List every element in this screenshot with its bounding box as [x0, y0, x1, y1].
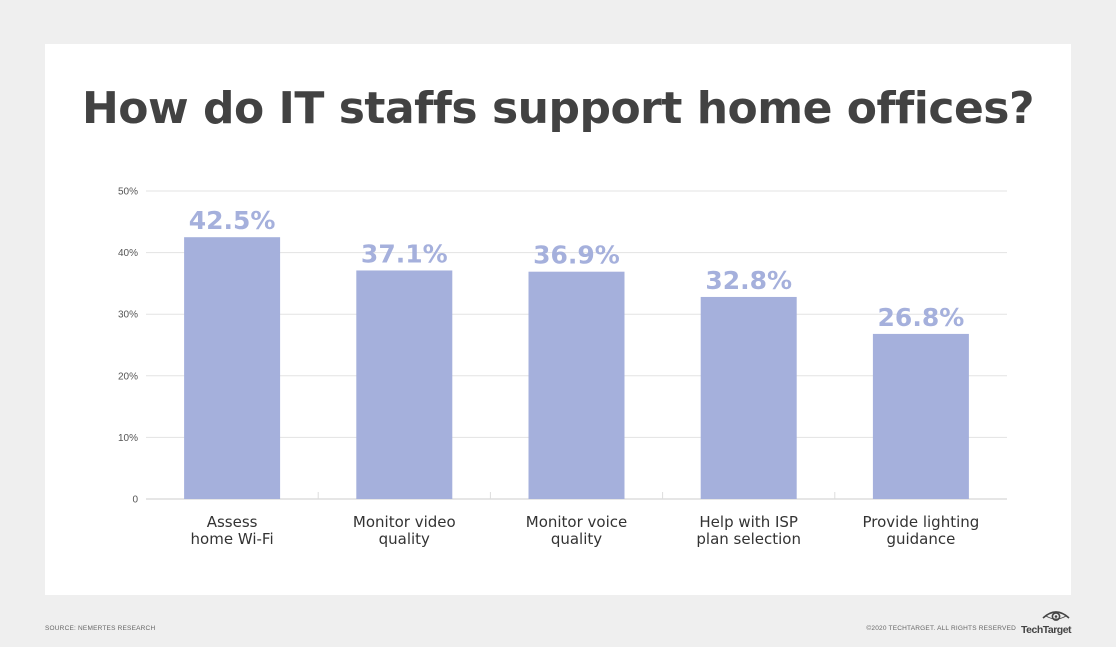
- bar: [872, 333, 969, 499]
- copyright-note: ©2020 TECHTARGET. ALL RIGHTS RESERVED: [866, 625, 1016, 632]
- x-tick-label: quality: [551, 530, 602, 548]
- y-tick-label: 20%: [118, 371, 138, 382]
- data-label: 32.8%: [705, 266, 792, 295]
- source-note: SOURCE: NEMERTES RESEARCH: [45, 625, 156, 632]
- x-tick-label: Help with ISP: [699, 513, 798, 531]
- y-tick-label: 50%: [118, 187, 138, 198]
- x-tick-label: plan selection: [696, 530, 801, 548]
- data-label: 36.9%: [533, 241, 620, 270]
- bar: [700, 296, 797, 499]
- eye-icon: [1042, 611, 1070, 621]
- x-tick-label: guidance: [886, 530, 955, 548]
- chart-title: How do IT staffs support home offices?: [81, 83, 1035, 134]
- x-tick-label: Assess: [207, 513, 258, 531]
- bar: [184, 237, 281, 499]
- x-tick-label: Monitor voice: [526, 513, 627, 531]
- y-tick-label: 10%: [118, 433, 138, 444]
- data-label: 42.5%: [189, 206, 276, 235]
- x-tick-label: quality: [379, 530, 430, 548]
- bar: [528, 271, 625, 499]
- data-label: 26.8%: [878, 303, 965, 332]
- x-tick-label: Provide lighting: [862, 513, 979, 531]
- bar: [356, 270, 453, 499]
- y-tick-label: 0: [132, 495, 138, 506]
- techtarget-logo: TechTarget: [1021, 608, 1073, 636]
- x-tick-label: Monitor video: [353, 513, 456, 531]
- data-label: 37.1%: [361, 239, 448, 268]
- y-tick-label: 30%: [118, 310, 138, 321]
- logo-text: TechTarget: [1021, 624, 1072, 636]
- y-tick-label: 40%: [118, 248, 138, 259]
- x-tick-label: home Wi-Fi: [191, 530, 274, 548]
